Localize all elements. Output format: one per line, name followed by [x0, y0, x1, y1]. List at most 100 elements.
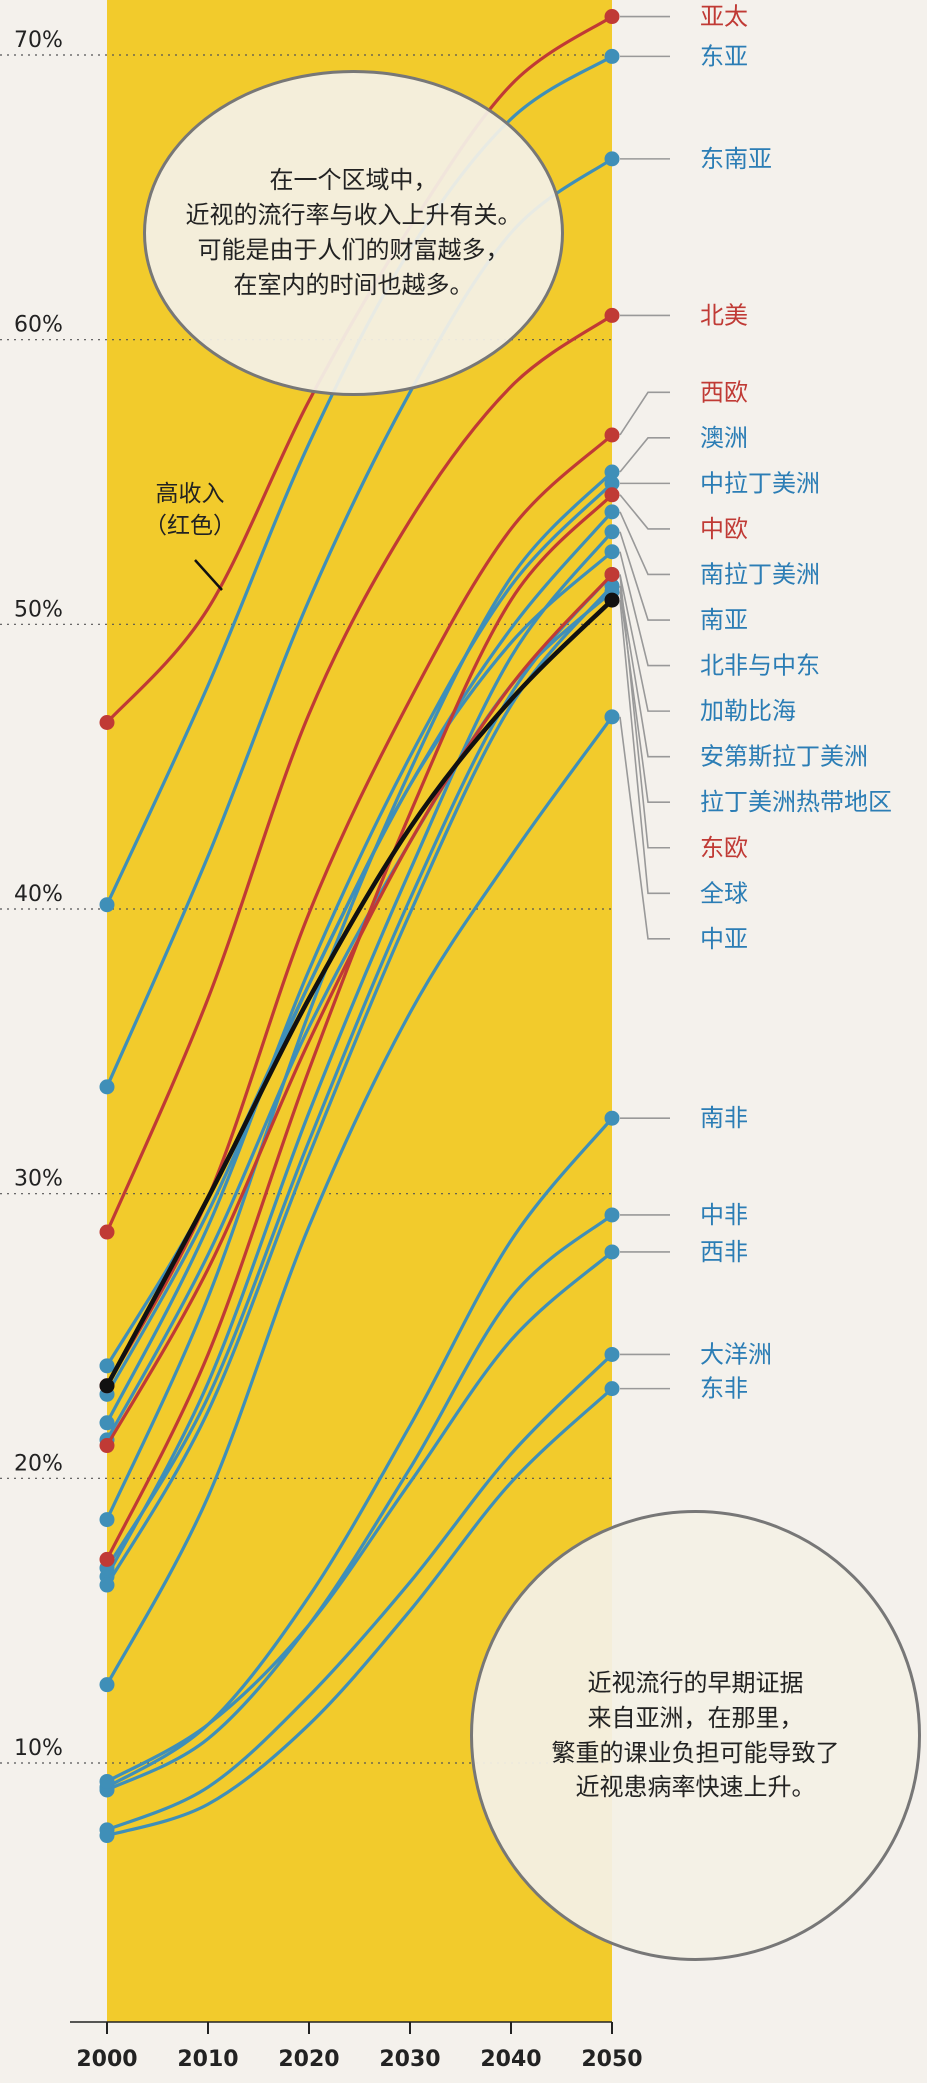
series-point-东非-2050: [604, 1381, 620, 1397]
y-tick-20: 20%: [14, 1451, 63, 1476]
series-label-加勒比海: 加勒比海: [700, 697, 796, 725]
y-tick-50: 50%: [14, 597, 63, 622]
series-label-中欧: 中欧: [700, 515, 748, 543]
series-point-北非与中东-2050: [604, 544, 620, 560]
series-line-西非: [105, 1250, 614, 1784]
series-point-全球-2000: [99, 1378, 115, 1394]
y-tick-labels: 10% 20% 30% 40% 50% 60% 70%: [14, 28, 63, 1761]
series-line-大洋洲: [105, 1352, 614, 1832]
series-line-加勒比海: [105, 572, 614, 1570]
series-line-东非: [105, 1387, 614, 1838]
x-ticks: 2000 2010 2020 2030 2040 2050: [70, 2021, 643, 2072]
series-line-安第斯拉丁美洲: [105, 584, 614, 1587]
series-label-南亚: 南亚: [700, 606, 748, 634]
series-label-北美: 北美: [700, 301, 748, 329]
leader-西欧: [619, 391, 670, 436]
series-point-中亚-2000: [99, 1677, 115, 1693]
series-line-东亚: [105, 54, 614, 907]
y-tick-60: 60%: [14, 313, 63, 338]
label-leaders: [619, 15, 670, 1390]
callout-income: 在一个区域中， 近视的流行率与收入上升有关。 可能是由于人们的财富越多， 在室内…: [143, 70, 564, 396]
series-point-中非-2050: [604, 1207, 620, 1223]
series-label-大洋洲: 大洋洲: [700, 1340, 772, 1368]
series-point-亚太-2050: [604, 9, 620, 25]
series-point-中拉丁美洲-2000: [99, 1415, 115, 1431]
series-line-全球: [104, 597, 615, 1389]
series-label-拉丁美洲热带地区: 拉丁美洲热带地区: [700, 788, 892, 816]
series-label-安第斯拉丁美洲: 安第斯拉丁美洲: [700, 743, 868, 771]
leader-安第斯拉丁美洲: [619, 585, 670, 758]
series-point-东非-2000: [99, 1828, 115, 1844]
x-tick-2040: 2040: [480, 2047, 541, 2072]
series-layer: [99, 9, 620, 1844]
series-point-澳洲-2000: [99, 1512, 115, 1528]
series-line-北美: [105, 313, 614, 1234]
leader-澳洲: [619, 437, 670, 473]
series-label-南非: 南非: [700, 1104, 748, 1132]
series-point-南拉丁美洲-2050: [604, 504, 620, 520]
series-point-澳洲-2050: [604, 464, 620, 480]
x-tick-2030: 2030: [379, 2047, 440, 2072]
y-tick-70: 70%: [14, 28, 63, 53]
high-income-label: 高收入 （红色）: [144, 481, 236, 540]
series-point-中亚-2050: [604, 709, 620, 725]
series-line-东欧: [105, 572, 614, 1448]
series-label-东南亚: 东南亚: [700, 145, 772, 173]
x-tick-2000: 2000: [76, 2047, 137, 2072]
high-income-pointer: [194, 559, 223, 591]
x-tick-2050: 2050: [581, 2047, 642, 2072]
series-line-中拉丁美洲: [105, 481, 614, 1425]
series-point-北非与中东-2000: [99, 1358, 115, 1374]
series-point-西非-2000: [99, 1773, 115, 1789]
series-label-西非: 西非: [700, 1238, 748, 1266]
series-label-东欧: 东欧: [700, 834, 748, 862]
callout-asia: 近视流行的早期证据 来自亚洲，在那里， 繁重的课业负担可能导致了 近视患病率快速…: [470, 1510, 921, 1961]
leader-全球: [619, 600, 670, 895]
series-point-北美-2000: [99, 1224, 115, 1240]
leader-东欧: [619, 574, 670, 849]
series-label-中拉丁美洲: 中拉丁美洲: [700, 469, 820, 497]
leader-南拉丁美洲: [619, 511, 670, 576]
series-label-南拉丁美洲: 南拉丁美洲: [700, 560, 820, 588]
series-label-中亚: 中亚: [700, 925, 748, 953]
series-point-南非-2050: [604, 1110, 620, 1126]
series-point-大洋洲-2050: [604, 1346, 620, 1362]
series-point-北美-2050: [604, 307, 620, 323]
series-point-东亚-2000: [99, 897, 115, 913]
series-label-北非与中东: 北非与中东: [700, 652, 820, 680]
series-point-中拉丁美洲-2050: [604, 475, 620, 491]
series-label-东亚: 东亚: [700, 42, 748, 70]
series-point-东南亚-2000: [99, 1079, 115, 1095]
series-labels: 东亚东南亚澳洲中拉丁美洲南拉丁美洲南亚北非与中东加勒比海安第斯拉丁美洲拉丁美洲热…: [700, 3, 892, 1403]
series-point-东欧-2000: [99, 1438, 115, 1454]
x-tick-2010: 2010: [177, 2047, 238, 2072]
series-line-中非: [105, 1213, 614, 1792]
series-line-南亚: [105, 530, 614, 1579]
series-point-东南亚-2050: [604, 151, 620, 167]
series-label-澳洲: 澳洲: [700, 424, 748, 452]
leader-加勒比海: [619, 574, 670, 712]
series-point-亚太-2000: [99, 715, 115, 731]
y-tick-30: 30%: [14, 1167, 63, 1192]
leader-中亚: [619, 716, 670, 940]
series-point-安第斯拉丁美洲-2000: [99, 1577, 115, 1593]
series-point-南亚-2050: [604, 524, 620, 540]
leader-南亚: [619, 531, 670, 621]
y-tick-40: 40%: [14, 882, 63, 907]
series-label-全球: 全球: [700, 879, 748, 907]
series-line-中欧: [105, 493, 614, 1562]
x-tick-2020: 2020: [278, 2047, 339, 2072]
series-point-全球-2050: [604, 592, 620, 608]
series-point-西欧-2050: [604, 427, 620, 443]
series-label-中非: 中非: [700, 1201, 748, 1229]
series-point-中欧-2050: [604, 487, 620, 503]
y-tick-10: 10%: [14, 1736, 63, 1761]
series-label-西欧: 西欧: [700, 378, 748, 406]
series-point-西非-2050: [604, 1244, 620, 1260]
series-line-中亚: [105, 715, 614, 1687]
leader-中欧: [619, 494, 670, 530]
series-point-中欧-2000: [99, 1551, 115, 1567]
leader-北非与中东: [619, 551, 670, 667]
series-label-亚太: 亚太: [700, 3, 748, 31]
series-label-东非: 东非: [700, 1375, 748, 1403]
